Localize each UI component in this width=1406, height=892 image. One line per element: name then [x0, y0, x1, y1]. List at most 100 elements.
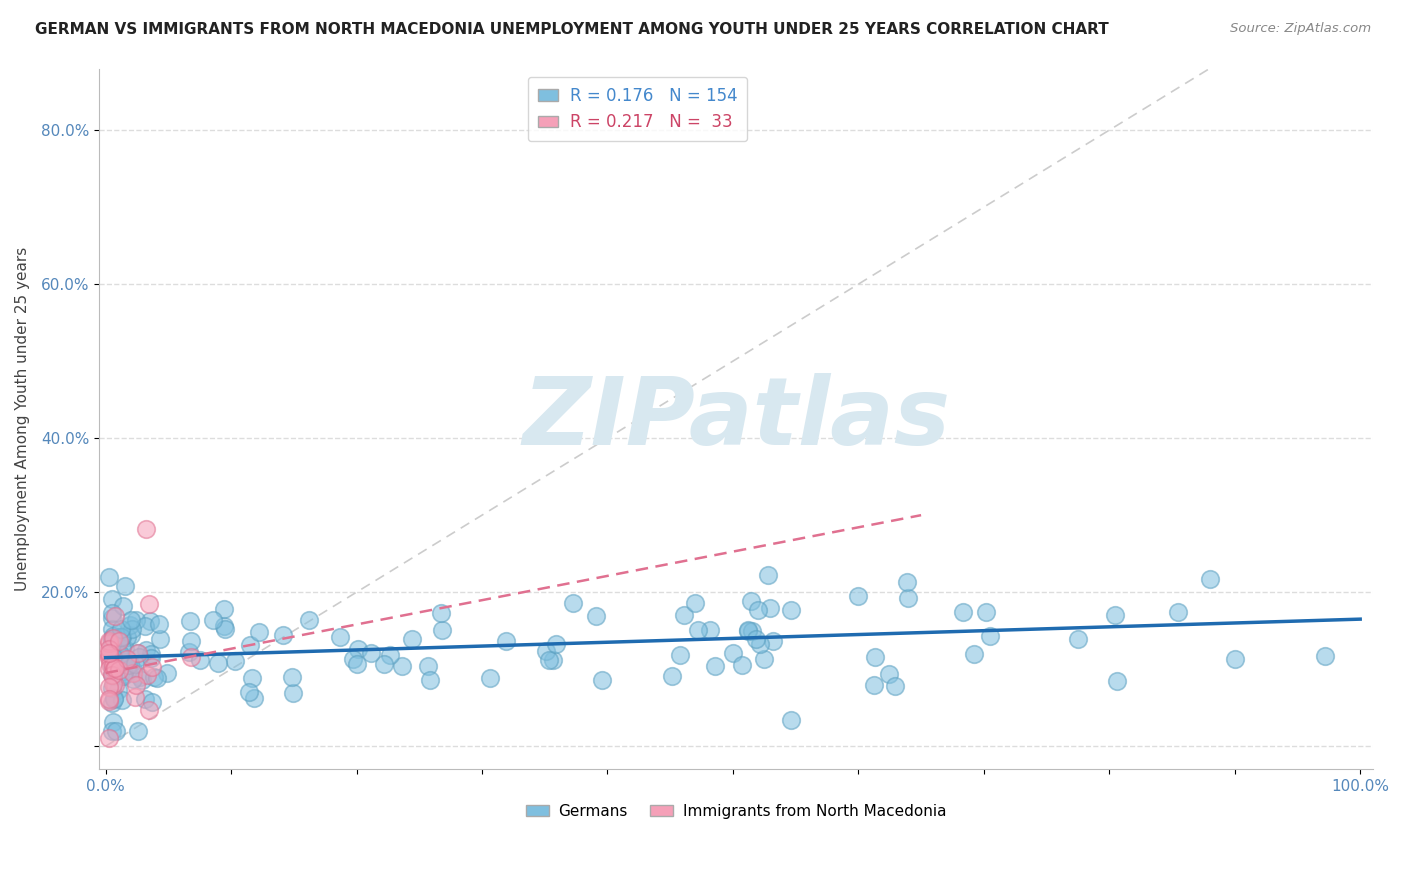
Point	[759, 601, 782, 615]
Point	[141, 647, 163, 661]
Point	[101, 623, 124, 637]
Point	[748, 637, 770, 651]
Point	[863, 678, 886, 692]
Point	[741, 624, 763, 638]
Point	[138, 598, 160, 612]
Point	[238, 685, 260, 699]
Point	[731, 657, 754, 672]
Point	[98, 681, 121, 695]
Point	[101, 668, 124, 682]
Point	[110, 630, 132, 644]
Point	[686, 623, 709, 637]
Point	[101, 696, 124, 710]
Point	[104, 661, 127, 675]
Y-axis label: Unemployment Among Youth under 25 years: Unemployment Among Youth under 25 years	[15, 247, 30, 591]
Point	[561, 596, 583, 610]
Point	[247, 625, 270, 640]
Point	[103, 677, 125, 691]
Point	[107, 630, 129, 644]
Point	[135, 643, 157, 657]
Point	[120, 657, 142, 672]
Point	[1223, 652, 1246, 666]
Point	[101, 645, 124, 659]
Point	[846, 589, 869, 603]
Point	[373, 657, 395, 672]
Point	[214, 622, 236, 636]
Point	[114, 579, 136, 593]
Point	[779, 603, 801, 617]
Point	[101, 648, 124, 663]
Point	[115, 652, 138, 666]
Point	[136, 668, 159, 682]
Point	[156, 665, 179, 680]
Point	[541, 653, 564, 667]
Point	[378, 648, 401, 662]
Point	[202, 613, 225, 627]
Point	[544, 637, 567, 651]
Point	[101, 640, 124, 654]
Point	[111, 669, 134, 683]
Point	[101, 634, 124, 648]
Point	[721, 646, 744, 660]
Point	[884, 679, 907, 693]
Point	[101, 632, 124, 646]
Point	[685, 596, 707, 610]
Point	[134, 692, 156, 706]
Point	[110, 622, 132, 636]
Point	[1107, 673, 1129, 688]
Point	[585, 609, 607, 624]
Point	[98, 642, 121, 657]
Point	[101, 638, 124, 652]
Point	[101, 610, 124, 624]
Point	[131, 673, 153, 687]
Point	[762, 633, 785, 648]
Point	[148, 617, 170, 632]
Point	[141, 695, 163, 709]
Point	[104, 608, 127, 623]
Point	[103, 691, 125, 706]
Point	[120, 628, 142, 642]
Point	[756, 567, 779, 582]
Point	[752, 652, 775, 666]
Point	[591, 673, 613, 688]
Point	[98, 636, 121, 650]
Point	[346, 642, 368, 657]
Point	[121, 622, 143, 636]
Point	[863, 649, 886, 664]
Point	[121, 663, 143, 677]
Point	[342, 652, 364, 666]
Point	[952, 605, 974, 619]
Point	[1313, 649, 1336, 664]
Point	[98, 663, 121, 677]
Point	[101, 659, 124, 673]
Point	[737, 624, 759, 639]
Point	[117, 658, 139, 673]
Text: Source: ZipAtlas.com: Source: ZipAtlas.com	[1230, 22, 1371, 36]
Point	[360, 646, 382, 660]
Point	[98, 649, 121, 664]
Point	[668, 648, 690, 662]
Point	[114, 655, 136, 669]
Point	[103, 629, 125, 643]
Point	[704, 658, 727, 673]
Point	[101, 632, 124, 646]
Point	[974, 605, 997, 619]
Point	[103, 690, 125, 705]
Point	[98, 692, 121, 706]
Point	[538, 653, 561, 667]
Point	[141, 650, 163, 665]
Point	[108, 647, 131, 661]
Point	[346, 657, 368, 671]
Point	[135, 522, 157, 536]
Point	[107, 683, 129, 698]
Point	[745, 632, 768, 646]
Point	[146, 671, 169, 685]
Point	[101, 723, 124, 738]
Point	[281, 686, 304, 700]
Point	[224, 655, 246, 669]
Point	[478, 671, 501, 685]
Point	[124, 657, 146, 672]
Point	[101, 666, 124, 681]
Point	[780, 713, 803, 727]
Point	[138, 615, 160, 629]
